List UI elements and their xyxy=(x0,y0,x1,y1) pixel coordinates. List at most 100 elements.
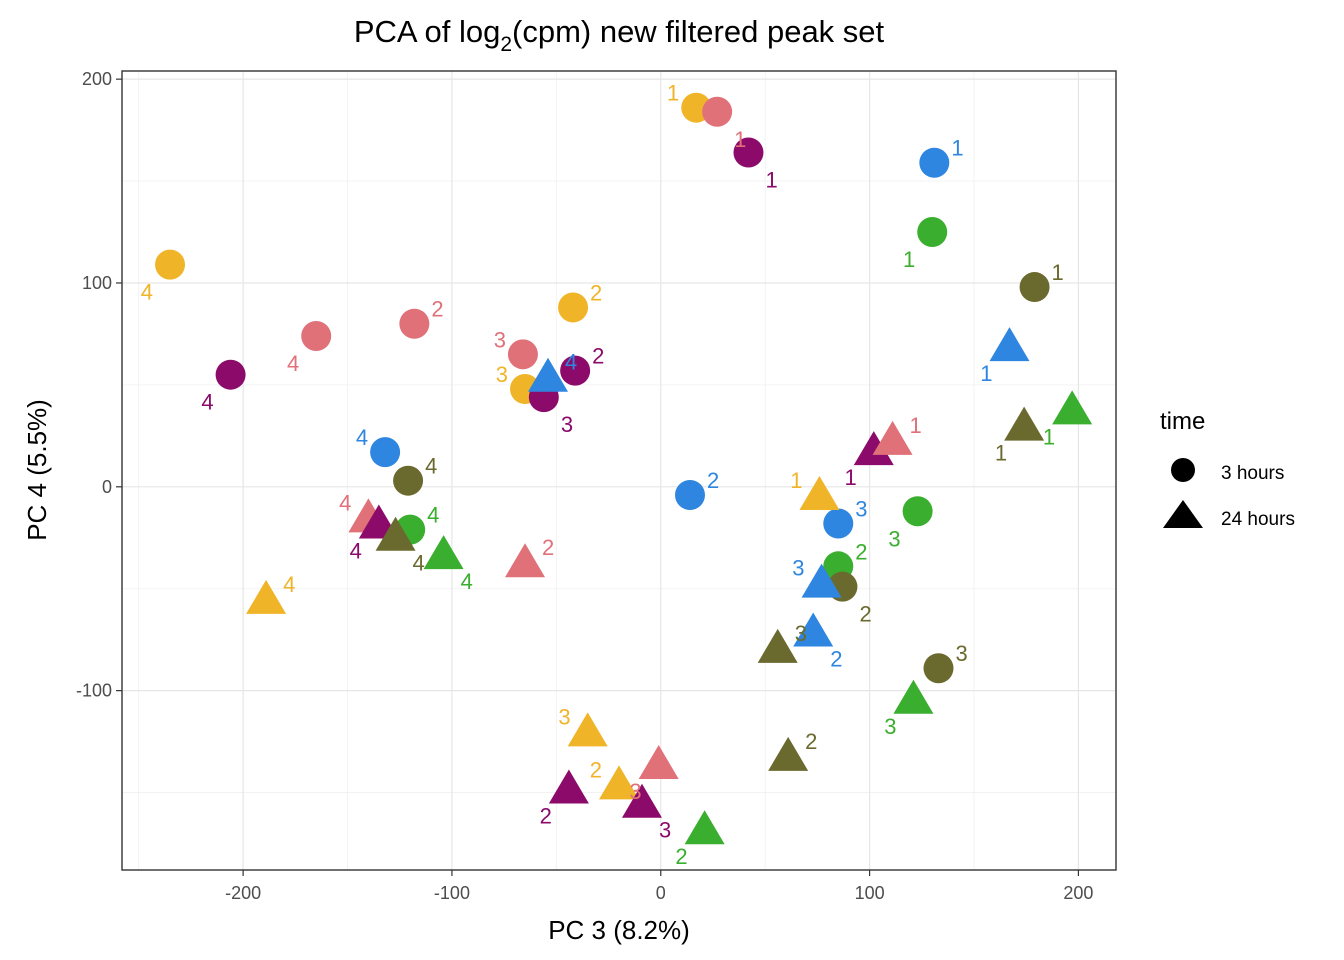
point-circle-olive-1 xyxy=(1019,272,1050,303)
legend-title: time xyxy=(1160,408,1205,435)
point-circle-blue-2 xyxy=(675,479,705,510)
point-label-olive-3: 3 xyxy=(956,641,968,666)
chart-title-rest: (cpm) new filtered peak set xyxy=(512,14,885,49)
point-circle-yellow-2 xyxy=(558,292,589,323)
point-label-pink-4: 4 xyxy=(287,351,299,376)
point-triangle-yellow-3 xyxy=(567,712,608,747)
point-label-purple-4: 4 xyxy=(201,390,213,415)
point-triangle-green-2 xyxy=(684,810,725,845)
point-triangle-pink-1 xyxy=(872,420,913,455)
point-triangle-green-1 xyxy=(1052,390,1093,425)
point-label-pink-2: 2 xyxy=(542,535,554,560)
point-label-green-2: 2 xyxy=(855,539,867,564)
point-triangle-green-4 xyxy=(423,535,464,570)
point-triangle-olive-1 xyxy=(1004,406,1045,441)
point-circle-pink-3 xyxy=(507,339,538,370)
x-tick-label: 200 xyxy=(1063,883,1093,903)
point-triangle-olive-3 xyxy=(757,628,798,663)
legend-label-3-hours: 3 hours xyxy=(1221,463,1284,484)
point-circle-pink-2 xyxy=(399,308,430,339)
point-label-olive-4: 4 xyxy=(425,454,437,479)
data-points xyxy=(155,92,1093,845)
point-label-purple-4: 4 xyxy=(350,538,362,563)
panel-border xyxy=(121,70,1117,871)
point-label-purple-3: 3 xyxy=(659,818,671,843)
point-circle-yellow-4 xyxy=(155,249,186,280)
legend: time 3 hours 24 hours xyxy=(1160,408,1295,530)
point-label-green-2: 2 xyxy=(675,844,687,869)
point-label-purple-2: 2 xyxy=(592,344,604,369)
point-circle-purple-2 xyxy=(560,355,591,386)
chart-title-main: PCA of log xyxy=(354,14,500,49)
y-tick-label: -100 xyxy=(76,681,112,701)
point-triangle-yellow-4 xyxy=(246,579,287,614)
x-tick-label: 0 xyxy=(656,883,666,903)
legend-triangle-icon xyxy=(1163,500,1203,528)
x-axis-title: PC 3 (8.2%) xyxy=(548,915,690,945)
point-circle-blue-4 xyxy=(370,437,401,468)
point-triangle-pink-3 xyxy=(638,745,679,780)
point-triangle-blue-4 xyxy=(528,357,568,392)
point-triangle-green-3 xyxy=(893,679,934,714)
grid-lines xyxy=(122,71,1116,870)
point-triangle-blue-3 xyxy=(801,563,842,598)
point-label-purple-1: 1 xyxy=(845,465,857,490)
point-label-blue-4: 4 xyxy=(356,425,368,450)
legend-circle-icon xyxy=(1171,458,1195,482)
point-triangle-purple-1 xyxy=(853,431,894,466)
point-triangle-yellow-2 xyxy=(599,765,639,800)
point-label-yellow-1: 1 xyxy=(790,468,802,493)
y-tick-label: 0 xyxy=(102,477,112,497)
point-label-blue-3: 3 xyxy=(855,496,867,521)
point-triangle-purple-3 xyxy=(621,783,662,818)
point-label-yellow-3: 3 xyxy=(558,704,570,729)
x-tick-label: -100 xyxy=(434,883,470,903)
point-label-green-1: 1 xyxy=(1043,424,1055,449)
point-label-green-3: 3 xyxy=(884,714,896,739)
point-label-yellow-4: 4 xyxy=(141,280,153,305)
point-label-olive-3: 3 xyxy=(795,621,807,646)
x-tick-label: 100 xyxy=(855,883,885,903)
point-circle-purple-4 xyxy=(215,359,246,390)
point-label-blue-2: 2 xyxy=(707,468,719,493)
point-label-yellow-2: 2 xyxy=(590,757,602,782)
point-label-blue-1: 1 xyxy=(951,136,963,161)
point-label-green-4: 4 xyxy=(461,569,473,594)
point-triangle-olive-2 xyxy=(768,736,809,771)
point-circle-olive-4 xyxy=(393,465,424,496)
point-label-blue-4: 4 xyxy=(565,350,577,375)
point-label-olive-1: 1 xyxy=(995,441,1007,466)
point-label-pink-2: 2 xyxy=(431,297,443,322)
point-triangle-yellow-1 xyxy=(799,475,840,510)
point-triangle-olive-4 xyxy=(375,516,416,551)
point-circle-pink-1 xyxy=(702,96,733,127)
y-tick-label: 100 xyxy=(82,273,112,293)
point-label-olive-2: 2 xyxy=(805,729,817,754)
point-triangle-pink-2 xyxy=(505,543,546,578)
x-tick-label: -200 xyxy=(225,883,261,903)
point-label-yellow-4: 4 xyxy=(283,572,295,597)
point-label-pink-1: 1 xyxy=(734,127,746,152)
point-label-blue-2: 2 xyxy=(830,647,842,672)
point-circle-pink-4 xyxy=(301,320,332,351)
point-circle-green-1 xyxy=(917,217,948,248)
point-label-pink-1: 1 xyxy=(910,413,922,438)
axes: -200 -100 0 100 200 -100 0 100 200 xyxy=(76,69,1093,903)
point-label-pink-3: 3 xyxy=(494,327,506,352)
point-triangle-purple-2 xyxy=(548,769,589,804)
point-triangle-blue-1 xyxy=(989,327,1030,362)
point-label-yellow-1: 1 xyxy=(667,81,679,106)
y-tick-label: 200 xyxy=(82,69,112,89)
point-label-olive-1: 1 xyxy=(1052,260,1064,285)
point-label-blue-1: 1 xyxy=(980,361,992,386)
point-circle-purple-1 xyxy=(733,137,764,168)
chart-title-subscript: 2 xyxy=(500,33,512,56)
point-triangle-blue-2 xyxy=(793,612,834,647)
legend-label-24-hours: 24 hours xyxy=(1221,509,1295,530)
point-label-green-1: 1 xyxy=(903,247,915,272)
point-label-purple-2: 2 xyxy=(540,803,552,828)
point-label-purple-3: 3 xyxy=(561,412,573,437)
